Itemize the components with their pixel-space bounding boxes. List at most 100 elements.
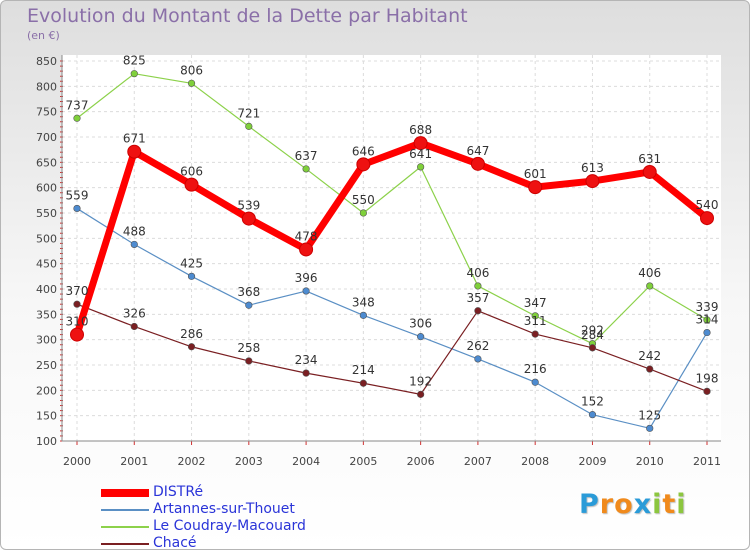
data-point: [245, 301, 253, 309]
logo-letter: r: [599, 489, 615, 520]
y-tick-label: 550: [36, 207, 57, 220]
data-point: [474, 355, 482, 363]
data-point: [127, 144, 142, 159]
logo-letter: x: [633, 489, 653, 520]
data-label: 347: [524, 296, 547, 310]
data-point: [299, 242, 314, 257]
data-point: [417, 163, 425, 171]
data-point: [187, 272, 196, 280]
y-tick-label: 800: [36, 80, 57, 93]
logo-letter: o: [614, 489, 634, 520]
data-point: [413, 136, 428, 151]
data-label: 286: [180, 327, 203, 341]
data-label: 550: [352, 193, 375, 207]
data-label: 806: [180, 63, 203, 77]
data-point: [184, 177, 199, 192]
data-point: [73, 300, 81, 308]
series-line-1: [76, 207, 708, 429]
x-tick-label: 2005: [349, 455, 377, 468]
data-label: 539: [237, 199, 260, 213]
data-label: 242: [638, 349, 661, 363]
data-label: 406: [638, 266, 661, 280]
data-label: 671: [123, 132, 146, 146]
x-tick-label: 2004: [292, 455, 320, 468]
data-point: [528, 180, 543, 195]
data-label: 606: [180, 165, 203, 179]
legend-label: Artannes-sur-Thouet: [153, 501, 295, 517]
data-point: [356, 157, 371, 172]
data-point: [646, 424, 654, 432]
y-tick-label: 100: [36, 435, 57, 448]
y-tick-label: 350: [36, 308, 57, 321]
data-label: 540: [696, 198, 719, 212]
logo-letter: i: [652, 489, 663, 520]
data-label: 310: [66, 315, 89, 329]
data-point: [187, 79, 196, 87]
logo-letter: t: [662, 489, 677, 520]
data-point: [417, 333, 425, 341]
chart-title: Evolution du Montant de la Dette par Hab…: [27, 5, 468, 27]
data-label: 396: [295, 271, 318, 285]
y-tick-label: 250: [36, 359, 57, 372]
data-point: [531, 330, 539, 338]
x-tick-label: 2006: [407, 455, 435, 468]
series-line-3: [76, 303, 708, 395]
data-point: [73, 204, 81, 213]
x-tick-label: 2008: [521, 455, 549, 468]
y-tick-label: 300: [36, 334, 57, 347]
data-point: [359, 379, 367, 387]
data-point: [474, 282, 482, 290]
y-tick-label: 850: [36, 55, 57, 68]
data-label: 234: [295, 353, 318, 367]
data-label: 292: [581, 324, 604, 338]
data-label: 216: [524, 362, 547, 376]
y-tick-label: 450: [36, 258, 57, 271]
data-point: [359, 209, 367, 217]
data-point: [585, 174, 600, 189]
data-point: [588, 344, 597, 352]
y-tick-label: 600: [36, 182, 57, 195]
data-label: 152: [581, 395, 604, 409]
y-tick-label: 750: [36, 106, 57, 119]
data-label: 631: [638, 152, 661, 166]
data-label: 425: [180, 256, 203, 270]
data-point: [646, 365, 654, 373]
y-tick-label: 200: [36, 384, 57, 397]
data-label: 478: [295, 229, 318, 243]
data-label: 198: [696, 371, 719, 385]
data-label: 613: [581, 161, 604, 175]
line-chart: 100 150 200 250 300 350 400 450 500 550 600 650 700 7…: [36, 54, 721, 468]
data-point: [130, 70, 138, 78]
data-point: [359, 311, 367, 319]
x-tick-label: 2000: [63, 455, 91, 468]
data-label: 370: [66, 284, 89, 298]
data-label: 258: [237, 341, 260, 355]
y-tick-label: 650: [36, 156, 57, 169]
legend-swatch: [101, 526, 149, 528]
data-point: [588, 411, 597, 419]
data-point: [302, 165, 310, 173]
data-point: [703, 328, 711, 337]
data-label: 688: [409, 123, 432, 137]
data-point: [470, 156, 485, 171]
y-tick-label: 150: [36, 410, 57, 423]
chart-subtitle: (en €): [27, 29, 60, 42]
legend-swatch: [101, 509, 149, 511]
data-point: [700, 211, 714, 226]
data-label: 637: [295, 149, 318, 163]
logo-letter: P: [579, 489, 600, 520]
data-label: 647: [466, 144, 489, 158]
data-label: 406: [466, 266, 489, 280]
data-point: [703, 387, 711, 395]
data-point: [70, 327, 84, 342]
x-tick-label: 2010: [636, 455, 664, 468]
x-tick-label: 2011: [693, 455, 721, 468]
data-label: 125: [638, 408, 661, 422]
legend-label: Chacé: [153, 535, 197, 550]
data-point: [302, 369, 310, 377]
data-point: [417, 390, 425, 398]
series-line-0: [73, 139, 710, 336]
data-point: [646, 282, 654, 290]
data-point: [302, 287, 310, 295]
data-label: 326: [123, 306, 146, 320]
